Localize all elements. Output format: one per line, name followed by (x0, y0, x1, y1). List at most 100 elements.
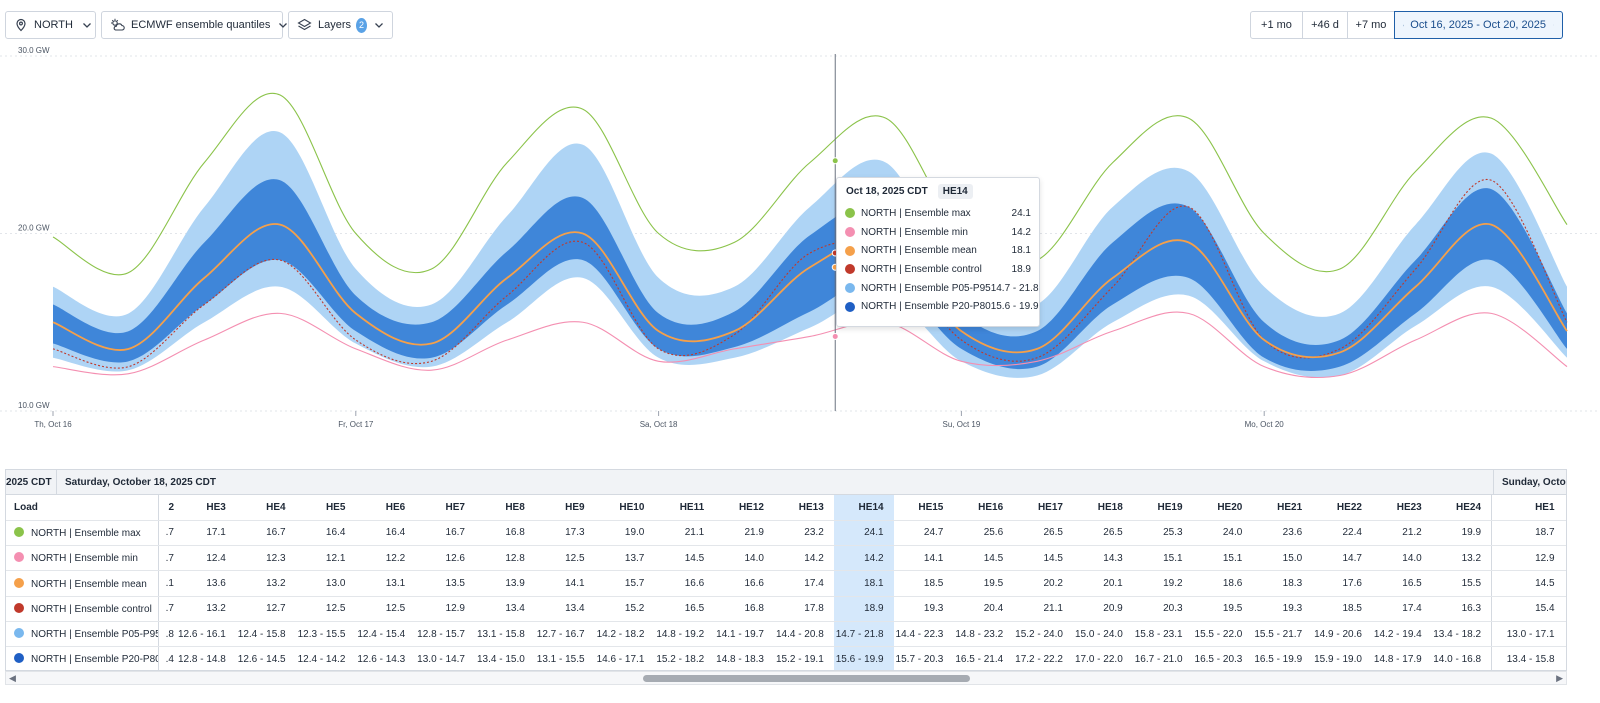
date-range-picker[interactable]: Oct 16, 2025 - Oct 20, 2025 (1394, 11, 1563, 39)
layers-button[interactable]: Layers 2 (288, 11, 393, 39)
table-cell: 16.5 - 20.3 (1192, 646, 1253, 670)
series-color-dot (14, 628, 24, 639)
table-cell: 25.6 (953, 520, 1014, 547)
table-cell: 20.2 (1013, 570, 1073, 597)
y-tick-label: 10.0 GW (18, 401, 50, 410)
shift-7mo-button[interactable]: +7 mo (1347, 11, 1395, 39)
table-cell: 13.2 (176, 596, 236, 622)
series-min-line (52, 311, 1568, 379)
table-cell: 16.6 (654, 570, 715, 597)
table-row: NORTH | Ensemble P05-P95.8 12.6 - 16.1 12.… (6, 621, 1566, 648)
table-cell: 12.1 (295, 545, 356, 572)
table-cell: 14.8 - 18.3 (714, 646, 774, 670)
table-cell: 14.8 - 23.2 (953, 621, 1014, 648)
series-color-dot (14, 653, 24, 664)
x-tick-label: Th, Oct 16 (34, 420, 72, 429)
tooltip-series-name: NORTH | Ensemble min (861, 226, 968, 238)
table-cell: 13.4 - 18.2 (1431, 621, 1492, 648)
source-selector[interactable]: ECMWF ensemble quantiles (101, 11, 288, 39)
date-range-label: Oct 16, 2025 - Oct 20, 2025 (1410, 19, 1547, 31)
series-color-dot (845, 208, 855, 219)
series-color-dot (845, 245, 855, 256)
table-cell: 13.1 - 15.5 (534, 646, 595, 670)
table-cell: 13.0 (295, 570, 356, 597)
column-header: HE10 (594, 495, 655, 521)
column-header: HE23 (1371, 495, 1432, 521)
table-cell: 13.9 (474, 570, 535, 597)
column-header: HE5 (295, 495, 356, 521)
table-cell: 12.6 - 14.3 (355, 646, 416, 670)
table-cell: 18.9 (833, 596, 894, 622)
y-tick-label: 30.0 GW (18, 46, 50, 55)
y-tick-label: 20.0 GW (18, 224, 50, 233)
table-cell: 12.6 - 14.5 (235, 646, 296, 670)
table-cell: 19.5 (1192, 596, 1253, 622)
tooltip-rows: NORTH | Ensemble max 24.1 NORTH | Ensemble… (837, 204, 1039, 316)
tooltip-row: NORTH | Ensemble control 18.9 (837, 260, 1039, 279)
column-header (1564, 495, 1566, 521)
column-header: HE18 (1072, 495, 1133, 521)
chart-tooltip: Oct 18, 2025 CDT HE14 NORTH | Ensemble m… (836, 177, 1040, 327)
table-cell: 15.1 (1132, 545, 1193, 572)
table-cell: 15.5 - 21.7 (1252, 621, 1313, 648)
table-cell: 16.7 - 21.0 (1132, 646, 1193, 670)
location-pin-icon (16, 18, 26, 32)
table-cell: 14.4 - 20.8 (773, 621, 834, 648)
table-cell: 14.5 (1491, 570, 1565, 597)
region-selector[interactable]: NORTH (5, 11, 96, 39)
table-cell: 16.7 (415, 520, 475, 547)
column-header: HE17 (1013, 495, 1073, 521)
table-cell: 18.7 (1491, 520, 1565, 547)
tooltip-series-name: NORTH | Ensemble control (861, 263, 982, 275)
table-cell: 17.0 - 22.0 (1072, 646, 1133, 670)
next-day-label: Sunday, October (1502, 477, 1566, 488)
tooltip-series-value: 15.6 - 19.9 (990, 301, 1039, 313)
row-label: NORTH | Ensemble control (6, 596, 159, 622)
tooltip-date: Oct 18, 2025 CDT (846, 185, 928, 197)
column-header: HE3 (176, 495, 236, 521)
table-cell (1564, 596, 1566, 622)
table-cell: 16.5 - 19.9 (1252, 646, 1313, 670)
horizontal-scrollbar[interactable]: ◀ ▶ (5, 671, 1567, 685)
table-cell: 16.4 (355, 520, 416, 547)
table-cell: 12.7 - 16.7 (534, 621, 595, 648)
table-cell: 14.8 - 19.2 (654, 621, 715, 648)
table-cell: 18.6 (1192, 570, 1253, 597)
scroll-left-icon[interactable]: ◀ (9, 673, 16, 683)
table-cell: 14.0 - 16.8 (1431, 646, 1492, 670)
table-cell: 17.4 (1371, 596, 1432, 622)
shift-1mo-button[interactable]: +1 mo (1250, 11, 1303, 39)
shift-46d-button[interactable]: +46 d (1302, 11, 1348, 39)
tooltip-hour-badge: HE14 (937, 183, 973, 199)
table-cell: 14.2 - 18.2 (594, 621, 655, 648)
scrollbar-thumb[interactable] (643, 675, 970, 682)
table-cell: .7 (158, 545, 176, 572)
column-header: HE20 (1192, 495, 1253, 521)
table-cell: .7 (158, 520, 176, 547)
column-header: HE19 (1132, 495, 1193, 521)
tooltip-row: NORTH | Ensemble min 14.2 (837, 223, 1039, 242)
table-cell: 17.1 (176, 520, 236, 547)
table-cell: 12.8 - 15.7 (415, 621, 475, 648)
table-cell: 21.2 (1371, 520, 1432, 547)
row-label: NORTH | Ensemble P20-P80 (6, 646, 159, 670)
table-cell: 1 (1564, 621, 1566, 648)
table-row: NORTH | Ensemble max .7 17.1 16.7 16.4 16.4 16… (6, 520, 1566, 547)
load-forecast-chart[interactable]: 30.0 GW 20.0 GW 10.0 GW Th, Oct 16 Fr, Oct 1… (0, 44, 1600, 434)
table-cell: 13.0 - 14.7 (415, 646, 475, 670)
column-header: HE11 (654, 495, 715, 521)
column-header: HE21 (1252, 495, 1313, 521)
column-header: HE1 (1491, 495, 1565, 521)
x-tick-label: Su, Oct 19 (943, 420, 981, 429)
day-label: Saturday, October 18, 2025 CDT (57, 470, 1494, 495)
table-cell: 14.5 (654, 545, 715, 572)
layers-label: Layers (318, 19, 352, 31)
tooltip-series-value: 24.1 (1011, 207, 1031, 219)
band-p20-p80 (53, 179, 1567, 371)
table-cell: 14.7 - 21.8 (833, 621, 894, 648)
series-color-dot (845, 227, 855, 238)
table-cell: 18.3 (1252, 570, 1313, 597)
chevron-down-icon (279, 23, 288, 28)
scroll-right-icon[interactable]: ▶ (1556, 673, 1563, 683)
table-cell: 14.8 - 17.9 (1371, 646, 1432, 670)
